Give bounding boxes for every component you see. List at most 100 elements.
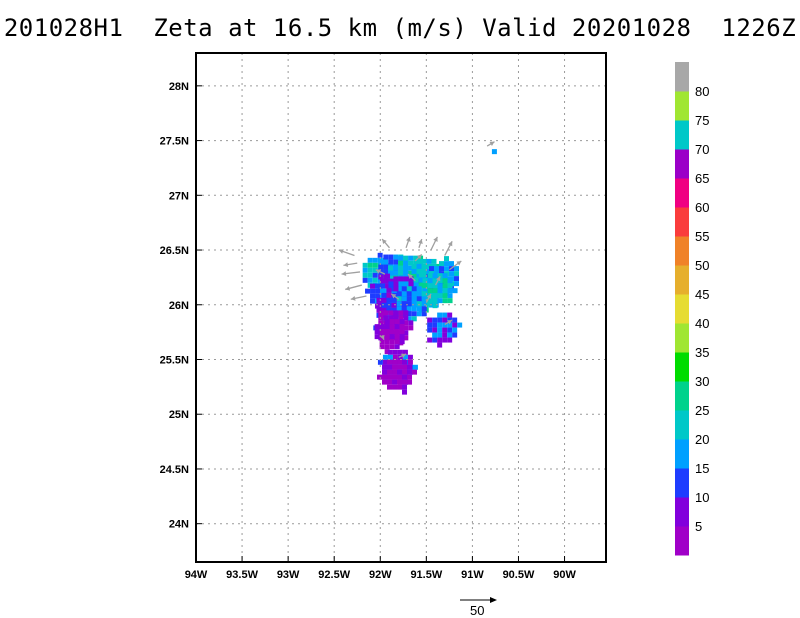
colorbar-segment (675, 439, 689, 469)
wind-cell (397, 379, 403, 385)
wind-cell (384, 349, 390, 355)
wind-cell (447, 288, 453, 294)
wind-cell (403, 335, 409, 341)
chart-title: 201028H1 Zeta at 16.5 km (m/s) Valid 202… (3, 14, 797, 42)
wind-cell (398, 276, 404, 282)
wind-cell (370, 298, 376, 304)
wind-cell (403, 276, 409, 282)
wind-cell (432, 332, 438, 338)
wind-cell (408, 260, 414, 266)
wind-cell (432, 327, 438, 333)
colorbar-segment (675, 236, 689, 266)
wind-cell (367, 257, 373, 263)
y-tick-label: 27.5N (160, 136, 189, 148)
wind-cell (402, 384, 408, 390)
wind-cell (391, 307, 397, 313)
wind-cell (386, 292, 392, 298)
wind-cell (437, 332, 443, 338)
wind-cell (421, 263, 427, 269)
wind-cell (385, 283, 391, 289)
wind-cell (403, 271, 409, 277)
wind-cell (386, 287, 392, 293)
wind-cell (432, 288, 438, 294)
wind-vector-head (382, 239, 387, 244)
wind-cell (426, 301, 432, 307)
x-tick-label: 94W (185, 569, 208, 581)
x-tick-label: 93.5W (226, 569, 258, 581)
wind-cell (413, 282, 419, 288)
wind-vector-head (350, 296, 356, 301)
x-tick-label: 92.5W (318, 569, 350, 581)
wind-cell (378, 264, 384, 270)
wind-cell (416, 291, 422, 297)
wind-cell (403, 265, 409, 271)
wind-cell (427, 317, 433, 323)
x-tick-label: 93W (277, 569, 300, 581)
wind-cell (372, 257, 378, 263)
wind-cell (402, 364, 408, 370)
wind-cell (432, 278, 438, 284)
wind-cell (402, 354, 408, 360)
wind-cell (392, 364, 398, 370)
wind-cell (452, 317, 458, 323)
wind-cell (379, 344, 385, 350)
wind-cell (397, 349, 403, 355)
wind-cell (378, 274, 384, 280)
wind-cell (391, 302, 397, 308)
wind-vector-head (391, 293, 397, 299)
wind-cell (391, 297, 397, 303)
wind-cell (402, 369, 408, 375)
wind-cell (398, 310, 404, 316)
wind-cell (387, 384, 393, 390)
wind-cell (437, 322, 443, 328)
wind-cell (387, 359, 393, 365)
wind-cell (403, 325, 409, 331)
wind-cell (447, 327, 453, 333)
wind-cell (384, 334, 390, 340)
wind-cell (437, 273, 443, 279)
wind-cell (416, 263, 422, 269)
wind-cell (491, 149, 497, 155)
wind-cell (406, 306, 412, 312)
wind-cell (408, 255, 414, 261)
colorbar-segment (675, 207, 689, 237)
wind-cell (432, 337, 438, 343)
wind-cell (454, 266, 459, 272)
wind-cell (379, 324, 385, 330)
colorbar-segment (675, 410, 689, 440)
colorbar-segment (675, 149, 689, 179)
colorbar-segment (675, 178, 689, 208)
wind-cell (442, 273, 448, 279)
wind-cell (407, 364, 413, 370)
colorbar-label: 10 (695, 490, 709, 505)
colorbar-label: 50 (695, 258, 709, 273)
wind-cell (393, 270, 399, 276)
wind-cell (442, 317, 448, 323)
wind-vector-head (401, 353, 407, 358)
wind-cell (396, 296, 402, 302)
wind-cell (447, 283, 453, 289)
colorbar-segment (675, 91, 689, 121)
wind-cell (426, 268, 432, 274)
wind-cell (412, 369, 418, 375)
wind-cell (386, 307, 392, 313)
wind-vector-head (433, 236, 438, 242)
wind-cell (452, 322, 458, 328)
wind-cell (383, 264, 389, 270)
wind-cell (432, 283, 438, 289)
wind-cell (408, 320, 414, 326)
wind-cell (406, 291, 412, 297)
wind-cell (413, 260, 419, 266)
wind-cell (384, 339, 390, 345)
wind-cell (382, 354, 388, 360)
colorbar-label: 15 (695, 461, 709, 476)
wind-cell (408, 270, 414, 276)
wind-vector-head (341, 271, 347, 276)
wind-vectors (338, 141, 495, 358)
wind-cell (403, 260, 409, 266)
wind-cell (421, 273, 427, 279)
wind-cell (413, 277, 419, 283)
wind-cell (382, 374, 388, 380)
wind-cell (426, 263, 432, 269)
wind-cell (362, 272, 368, 278)
